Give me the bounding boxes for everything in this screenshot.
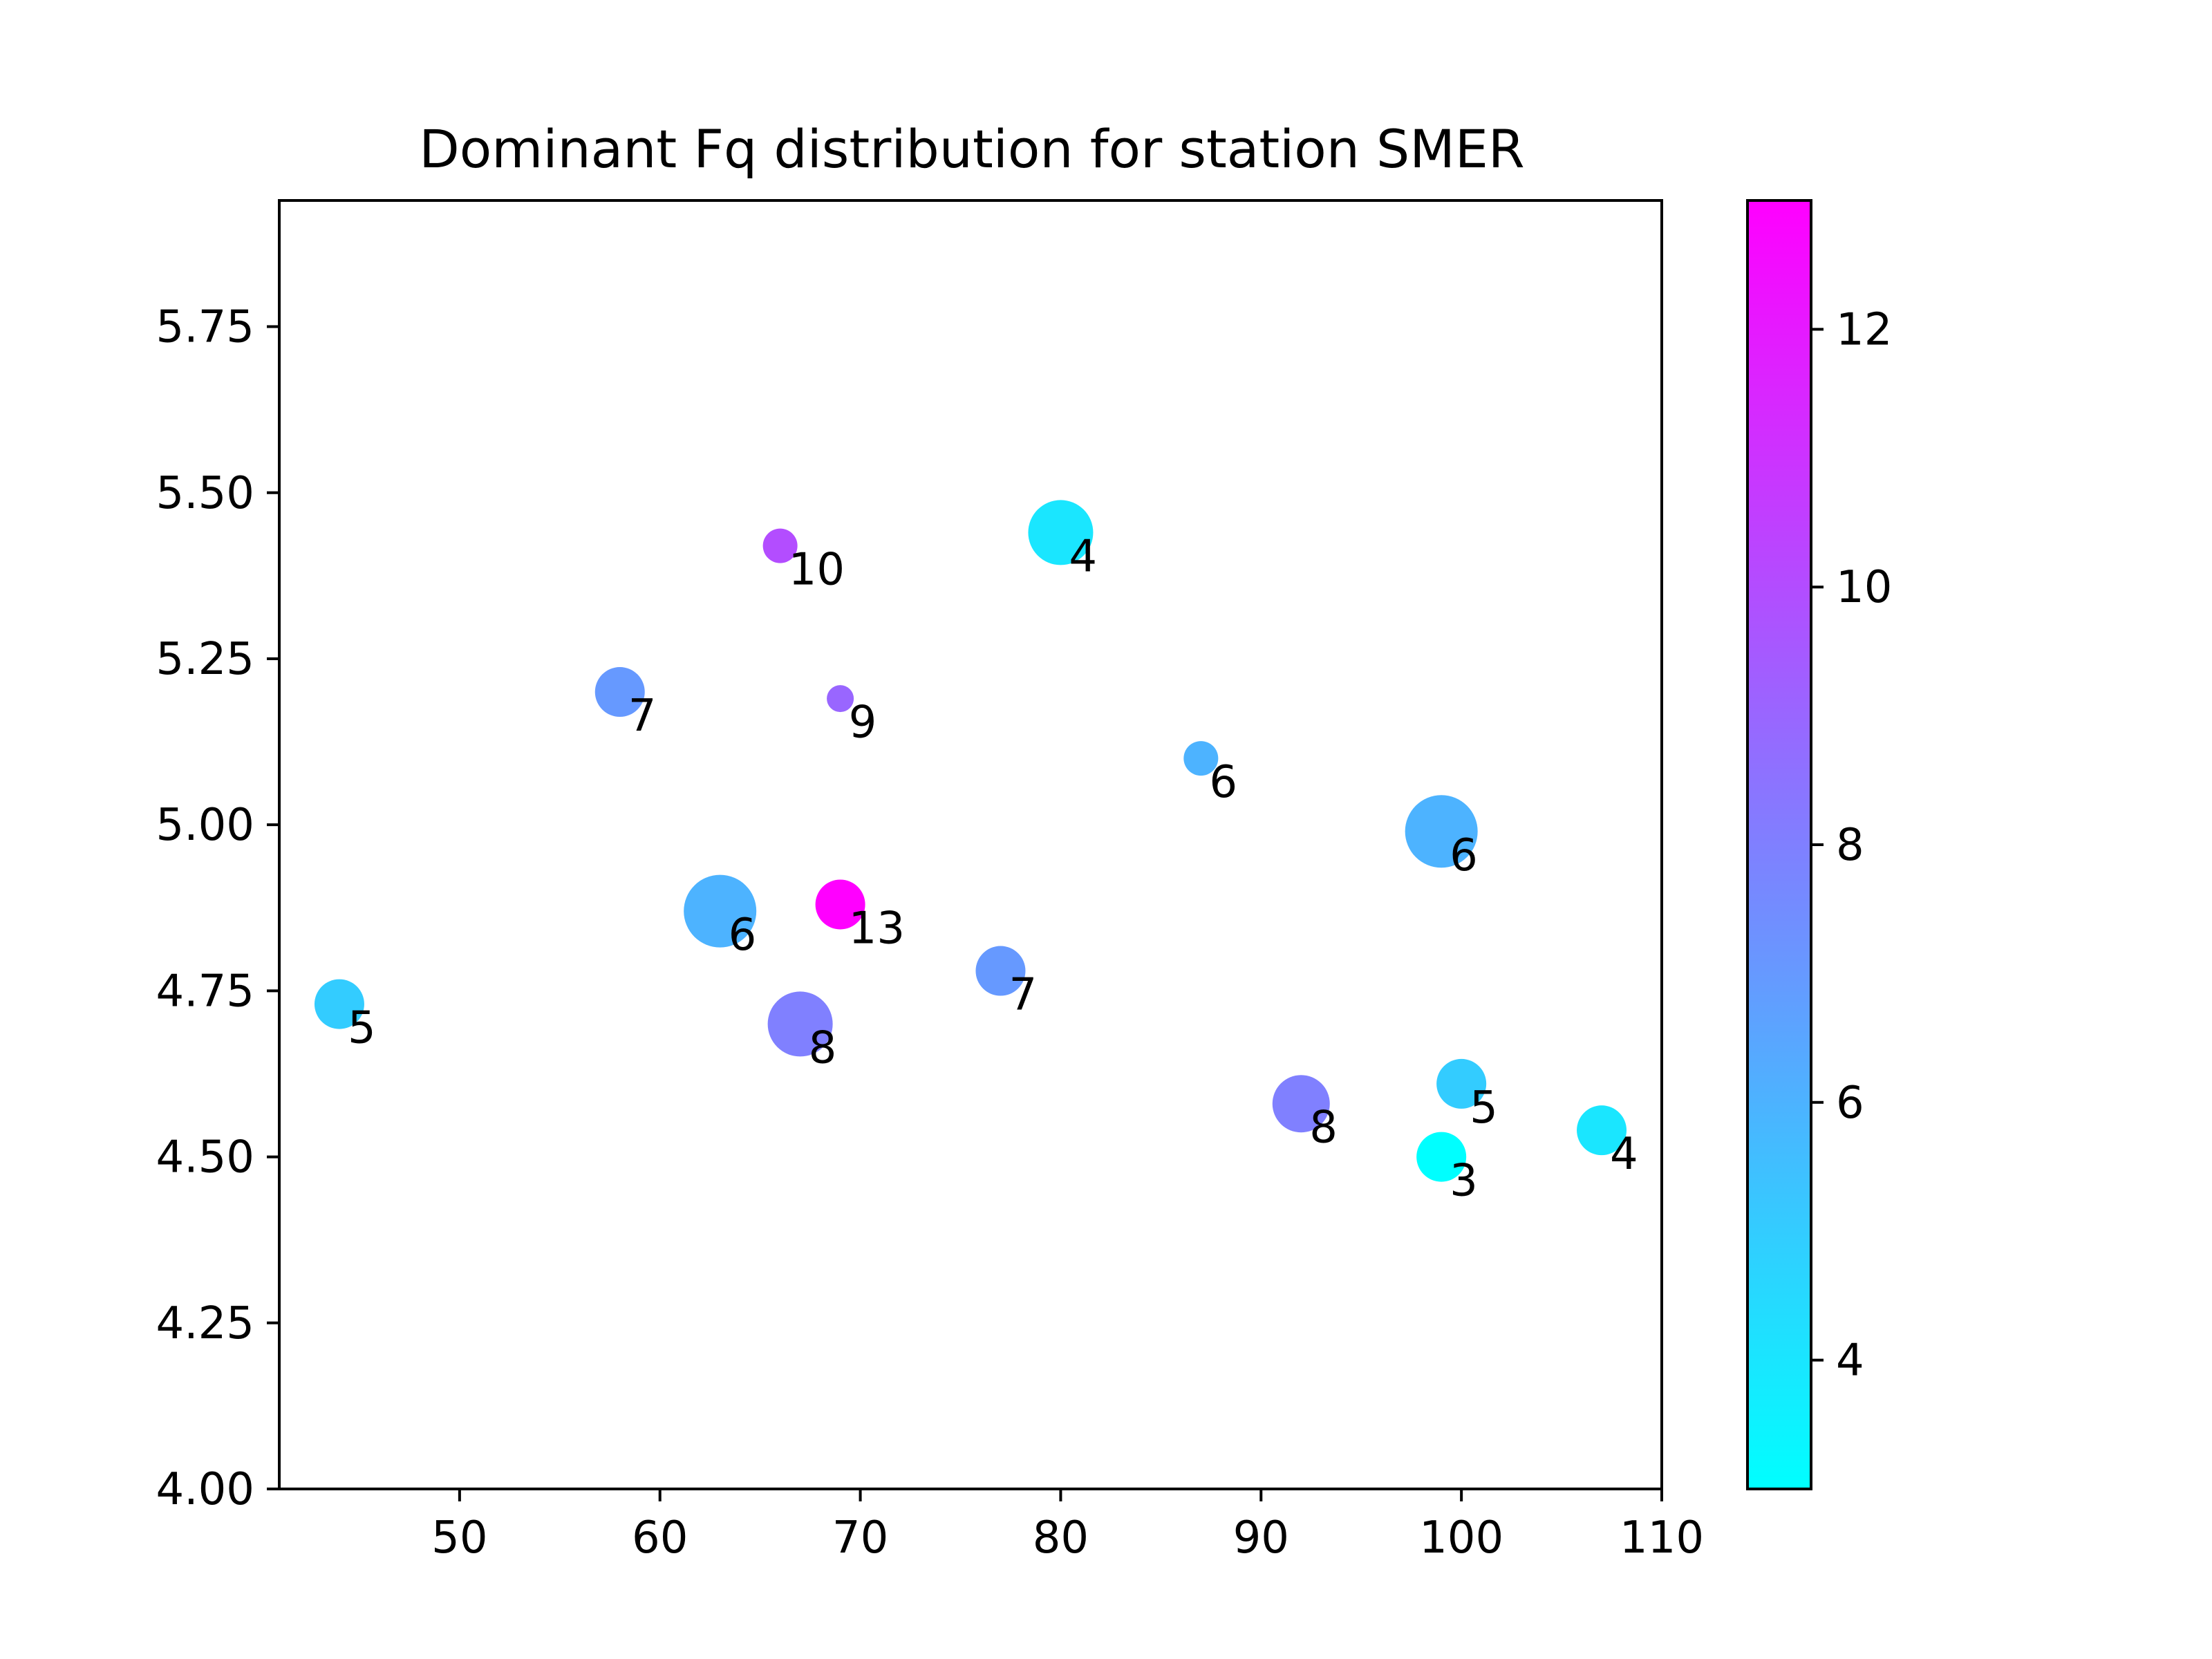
colorbar-tick-label: 12 xyxy=(1836,304,1892,355)
point-label: 9 xyxy=(849,697,877,749)
colorbar-axis: 4 6 8 10 12 xyxy=(1811,304,1892,1387)
point-label: 6 xyxy=(1209,757,1237,808)
colorbar-tick-label: 10 xyxy=(1836,562,1892,613)
plot-frame xyxy=(278,199,1663,1490)
point-labels: 5 7 6 10 8 9 13 7 4 6 8 6 3 5 4 xyxy=(348,531,1638,1206)
y-tick-label: 5.75 xyxy=(156,302,255,353)
point-label: 7 xyxy=(1009,970,1037,1021)
scatter-point xyxy=(1436,1058,1487,1109)
scatter-point xyxy=(815,879,865,930)
y-tick-label: 5.50 xyxy=(156,468,255,519)
point-label: 4 xyxy=(1610,1129,1638,1180)
point-label: 6 xyxy=(729,910,757,961)
scatter-point xyxy=(684,874,757,948)
point-label: 5 xyxy=(348,1003,376,1054)
colorbar-tick-label: 8 xyxy=(1836,820,1864,871)
scatter-point xyxy=(767,991,833,1057)
x-axis: 50 60 70 80 90 100 110 xyxy=(431,1489,1704,1564)
y-tick-label: 4.50 xyxy=(156,1132,255,1183)
colorbar-tick-label: 6 xyxy=(1836,1078,1864,1129)
point-label: 13 xyxy=(849,903,905,954)
scatter-point xyxy=(314,979,364,1029)
scatter-point xyxy=(594,667,645,718)
point-label: 8 xyxy=(1309,1103,1338,1154)
x-tick-label: 100 xyxy=(1419,1512,1503,1564)
scatter-point xyxy=(975,946,1026,996)
scatter-point xyxy=(1272,1075,1330,1133)
point-label: 3 xyxy=(1450,1156,1478,1207)
y-tick-label: 4.00 xyxy=(156,1464,255,1515)
point-label: 8 xyxy=(809,1022,837,1074)
scatter-point xyxy=(1416,1132,1467,1182)
x-tick-label: 50 xyxy=(431,1512,487,1564)
x-tick-label: 70 xyxy=(832,1512,888,1564)
chart-title: Dominant Fq distribution for station SME… xyxy=(419,118,1524,180)
point-label: 4 xyxy=(1069,531,1097,582)
colorbar xyxy=(1746,199,1812,1490)
x-tick-label: 110 xyxy=(1620,1512,1704,1564)
x-tick-label: 80 xyxy=(1033,1512,1089,1564)
data-points xyxy=(314,500,1627,1182)
scatter-point xyxy=(1577,1105,1627,1156)
scatter-point xyxy=(762,528,798,563)
colorbar-tick-label: 4 xyxy=(1836,1335,1864,1387)
x-tick-label: 90 xyxy=(1233,1512,1289,1564)
y-tick-label: 5.00 xyxy=(156,800,255,851)
point-label: 10 xyxy=(789,545,845,596)
point-label: 5 xyxy=(1470,1082,1498,1134)
point-label: 6 xyxy=(1450,830,1478,881)
y-tick-label: 5.25 xyxy=(156,634,255,685)
y-tick-label: 4.25 xyxy=(156,1298,255,1349)
point-label: 7 xyxy=(628,691,657,742)
y-axis: 4.00 4.25 4.50 4.75 5.00 5.25 5.50 5.75 xyxy=(156,302,279,1515)
scatter-point xyxy=(1405,795,1478,868)
scatter-point xyxy=(1183,741,1219,776)
scatter-point xyxy=(1028,500,1094,565)
y-tick-label: 4.75 xyxy=(156,966,255,1017)
x-tick-label: 60 xyxy=(632,1512,688,1564)
scatter-point xyxy=(827,685,854,713)
